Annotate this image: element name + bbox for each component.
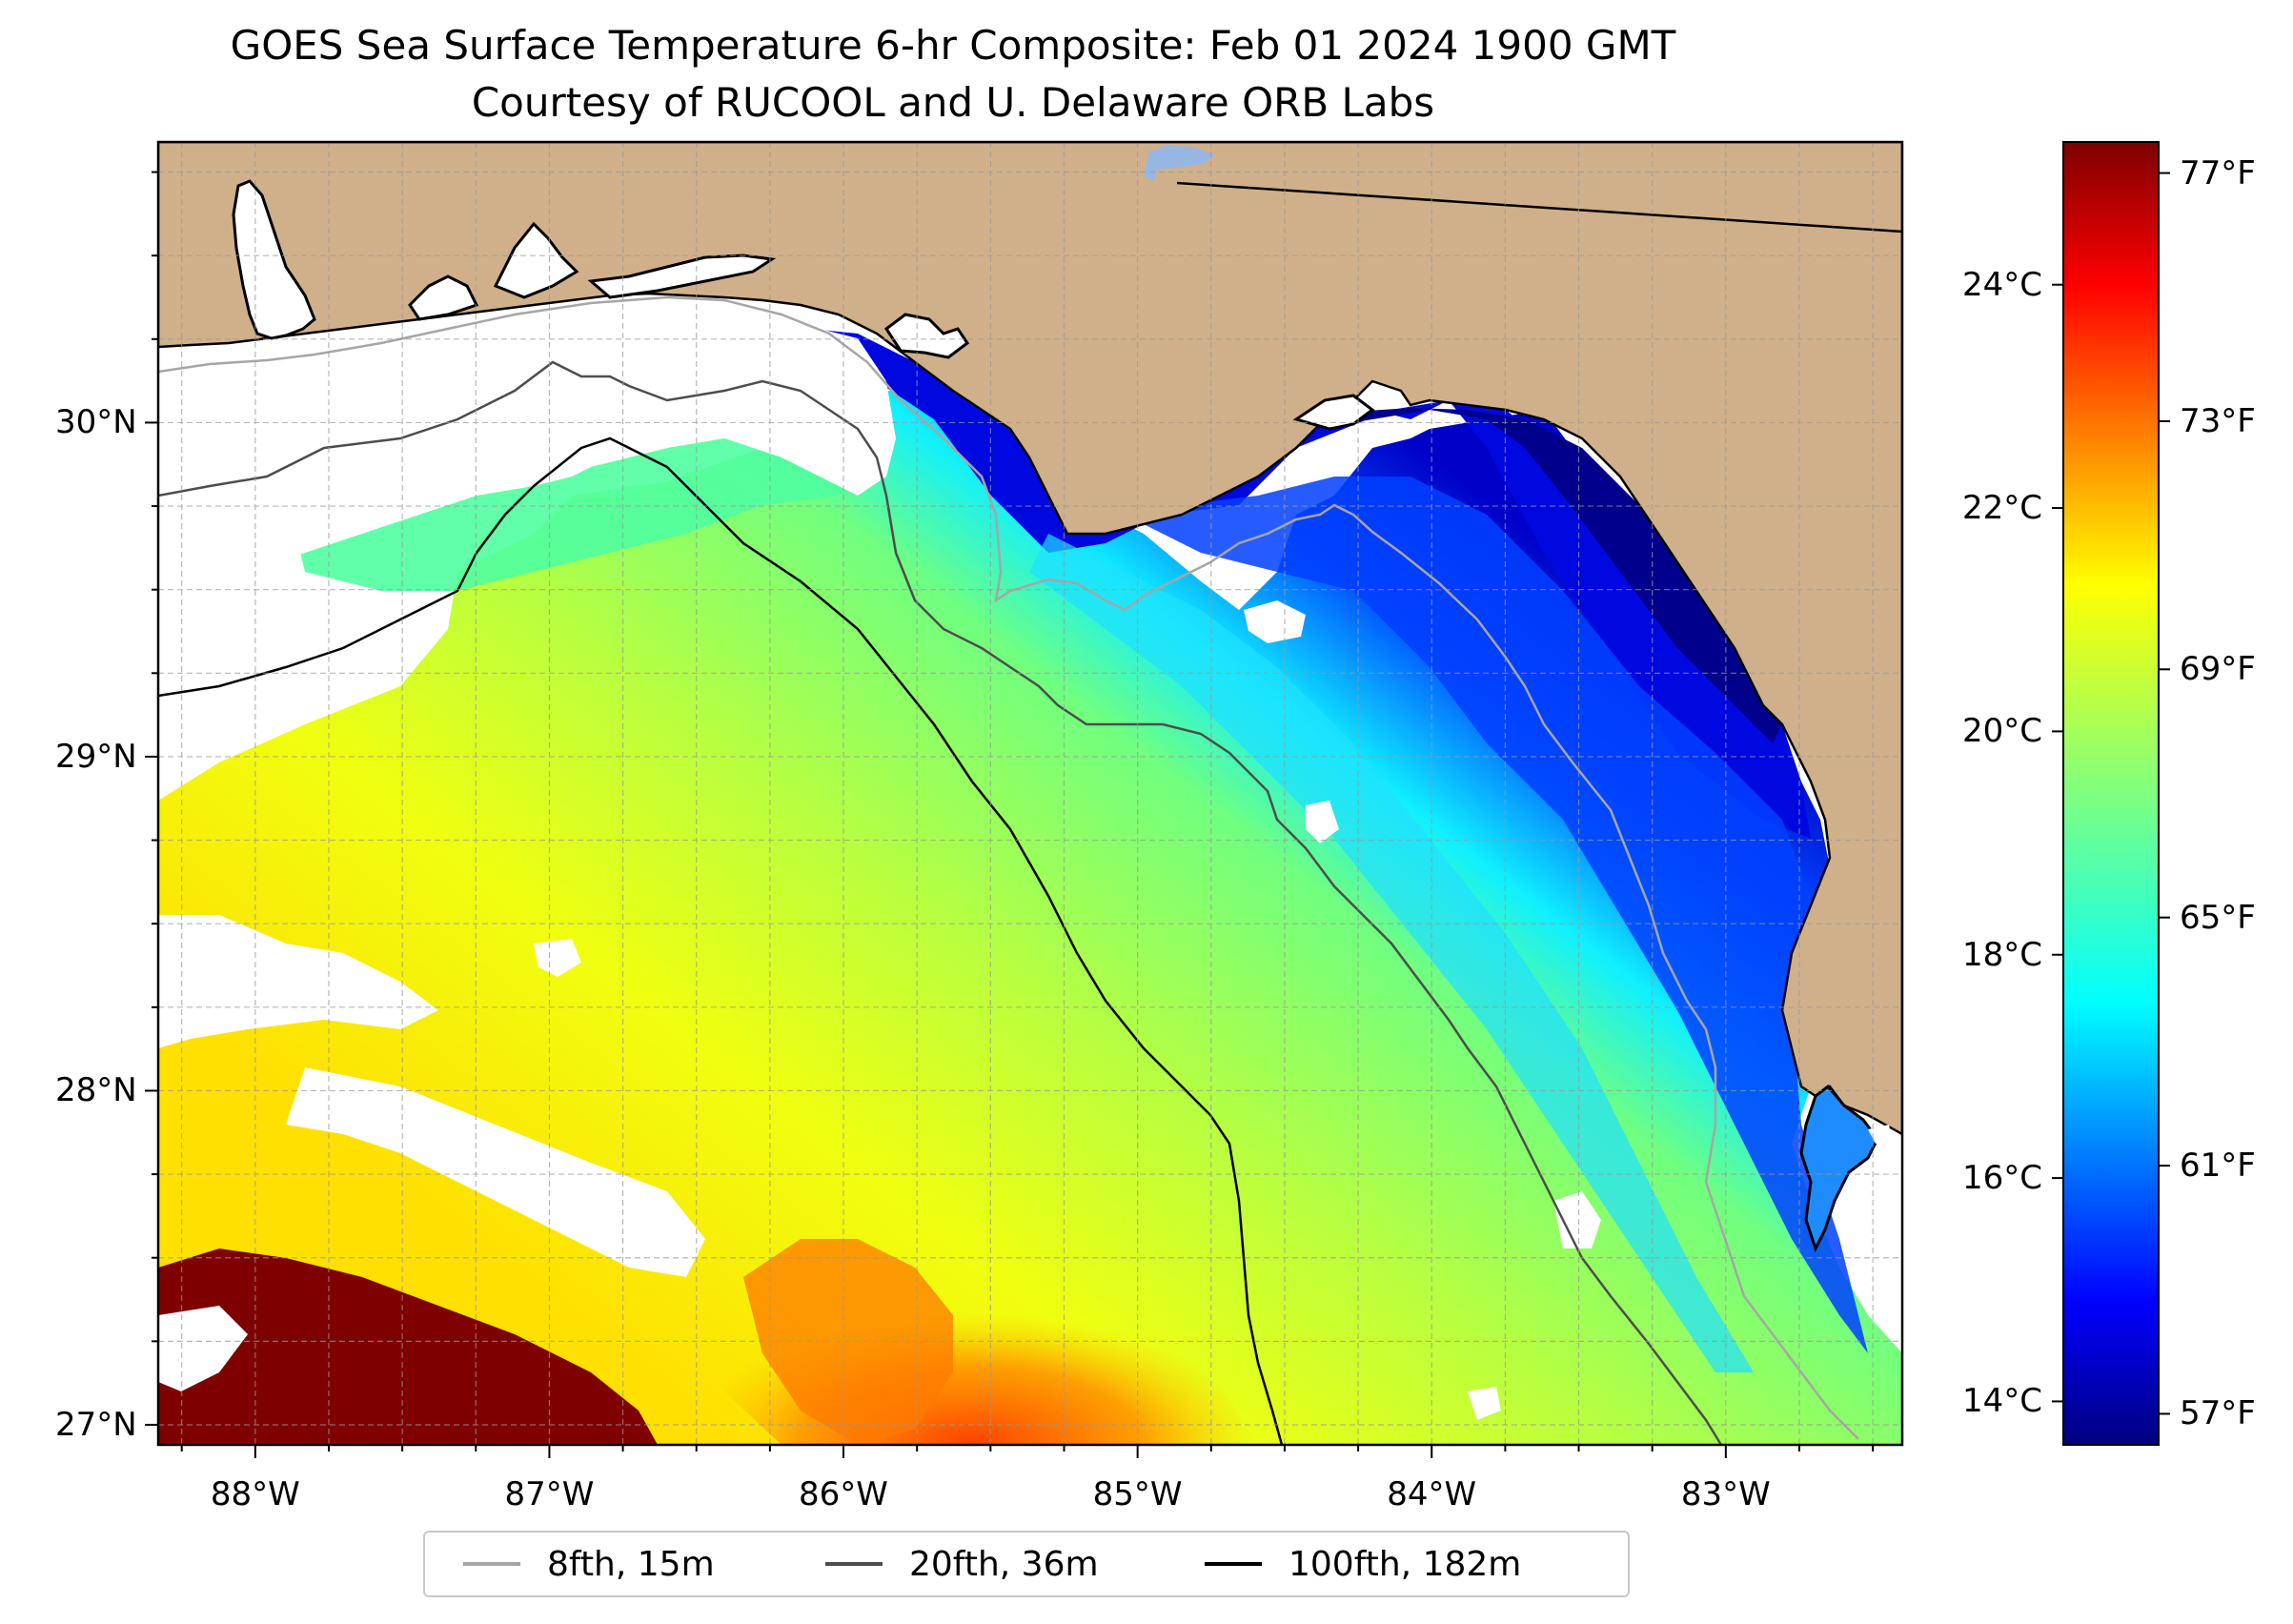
map-frame (156, 140, 1904, 1447)
coastal-bay (587, 254, 777, 299)
tampa-bay (1799, 1084, 1879, 1252)
colorbar-c-label: 22°C (1962, 489, 2043, 528)
legend-label: 100fth, 182m (1289, 1544, 1522, 1584)
no-data-hole (1244, 600, 1306, 643)
isobath-legend: 8fth, 15m 20fth, 36m 100fth, 182m (423, 1531, 1630, 1597)
no-data-hole (158, 319, 896, 600)
colorbar-c-label: 14°C (1962, 1382, 2043, 1421)
latitude-label: 30°N (55, 403, 137, 442)
legend-label: 20fth, 36m (909, 1544, 1099, 1584)
no-data-hole (158, 1306, 248, 1391)
legend-item-20fth: 20fth, 36m (825, 1533, 1099, 1595)
legend-label: 8fth, 15m (547, 1544, 715, 1584)
sst-orange-south (743, 1239, 953, 1445)
map-title: GOES Sea Surface Temperature 6-hr Compos… (230, 22, 1676, 69)
legend-item-8fth: 8fth, 15m (463, 1533, 715, 1595)
no-data-hole (286, 1067, 705, 1277)
sst-darkest-band (1315, 408, 1792, 743)
isobath-20fth (158, 360, 1723, 1445)
isobath-100fth (158, 436, 1284, 1445)
colorbar-f-label: 73°F (2180, 401, 2256, 440)
mobile-bay (232, 179, 316, 340)
legend-item-100fth: 100fth, 182m (1205, 1533, 1521, 1595)
colorbar-c-label: 24°C (1962, 265, 2043, 304)
tampa-bay-edge (1868, 1125, 1892, 1144)
longitude-label: 84°W (1387, 1475, 1477, 1513)
latitude-label: 27°N (55, 1405, 137, 1444)
colorbar-c-label: 16°C (1962, 1159, 2043, 1198)
coastal-bay (1292, 394, 1375, 431)
no-data-hole (1553, 1191, 1601, 1248)
no-data-hole (534, 939, 581, 977)
colorbar-f-label: 65°F (2180, 898, 2256, 937)
longitude-label: 83°W (1680, 1475, 1771, 1513)
sst-blue-shelf (1125, 477, 1868, 1353)
colorbar-c-label: 18°C (1962, 935, 2043, 974)
sst-hot-southwest (158, 1248, 658, 1445)
map-ticks (145, 171, 1875, 1458)
colorbar (2062, 141, 2160, 1446)
coastal-bay (408, 274, 479, 321)
state-boundary-line (1176, 181, 1902, 233)
legend-swatch (1205, 1562, 1262, 1566)
gridlines (158, 142, 1902, 1445)
colorbar-f-label: 77°F (2180, 153, 2256, 193)
map-subtitle: Courtesy of RUCOOL and U. Delaware ORB L… (471, 79, 1435, 126)
legend-swatch (463, 1562, 520, 1566)
coastal-bay (493, 221, 579, 299)
latitude-label: 28°N (55, 1071, 137, 1110)
longitude-label: 85°W (1092, 1475, 1183, 1513)
legend-swatch (825, 1562, 883, 1566)
colorbar-f-label: 61°F (2180, 1147, 2256, 1186)
colorbar-c-label: 20°C (1962, 712, 2043, 751)
inland-lake (1144, 145, 1215, 181)
longitude-label: 87°W (504, 1475, 595, 1513)
isobath-8fth (158, 295, 1859, 1440)
sst-aqua-north (295, 410, 886, 591)
longitude-label: 88°W (210, 1475, 300, 1513)
no-data-hole (158, 915, 438, 1048)
no-data-hole (1306, 801, 1339, 843)
longitude-label: 86°W (799, 1475, 888, 1513)
sst-cyan-shelf (1029, 534, 1754, 1372)
land-mass (158, 142, 1902, 1136)
colorbar-ticks (2052, 172, 2170, 1415)
no-data-hole (1468, 1387, 1501, 1420)
colorbar-f-label: 69°F (2180, 650, 2256, 689)
colorbar-f-label: 57°F (2180, 1394, 2256, 1433)
latitude-label: 29°N (55, 737, 137, 776)
